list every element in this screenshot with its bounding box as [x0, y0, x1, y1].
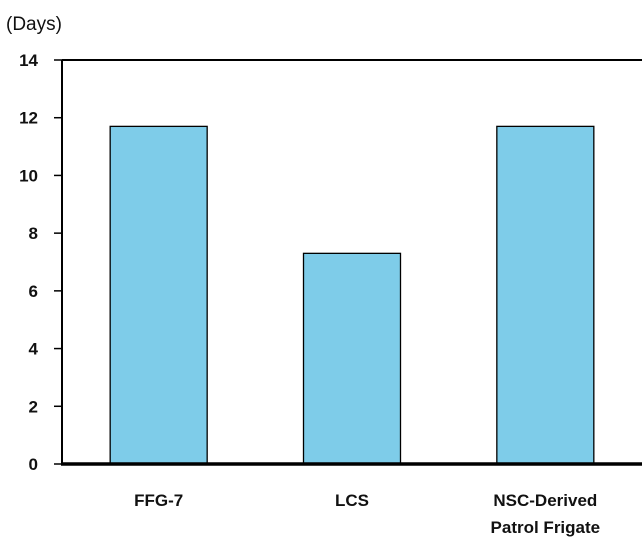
category-label: NSC-Derived — [493, 491, 597, 510]
category-label: Patrol Frigate — [491, 518, 601, 537]
y-tick-label: 8 — [29, 224, 38, 243]
bar — [109, 125, 208, 465]
x-axis-categories: FFG-7 LCS NSC-Derived Patrol Frigate — [134, 491, 600, 537]
bar — [496, 125, 595, 465]
y-tick-label: 2 — [29, 397, 38, 416]
category-label: FFG-7 — [134, 491, 183, 510]
bars — [109, 125, 595, 465]
y-tick-label: 12 — [19, 109, 38, 128]
category-label: LCS — [335, 491, 369, 510]
y-tick-label: 0 — [29, 455, 38, 474]
y-tick-label: 10 — [19, 166, 38, 185]
y-tick-label: 6 — [29, 282, 38, 301]
y-tick-label: 4 — [29, 340, 39, 359]
y-axis-unit-label: (Days) — [6, 14, 62, 35]
bar — [302, 252, 402, 465]
axes — [61, 59, 642, 466]
y-tick-label: 14 — [19, 51, 38, 70]
y-axis-ticks: 0 2 4 6 8 10 12 14 — [19, 51, 62, 474]
